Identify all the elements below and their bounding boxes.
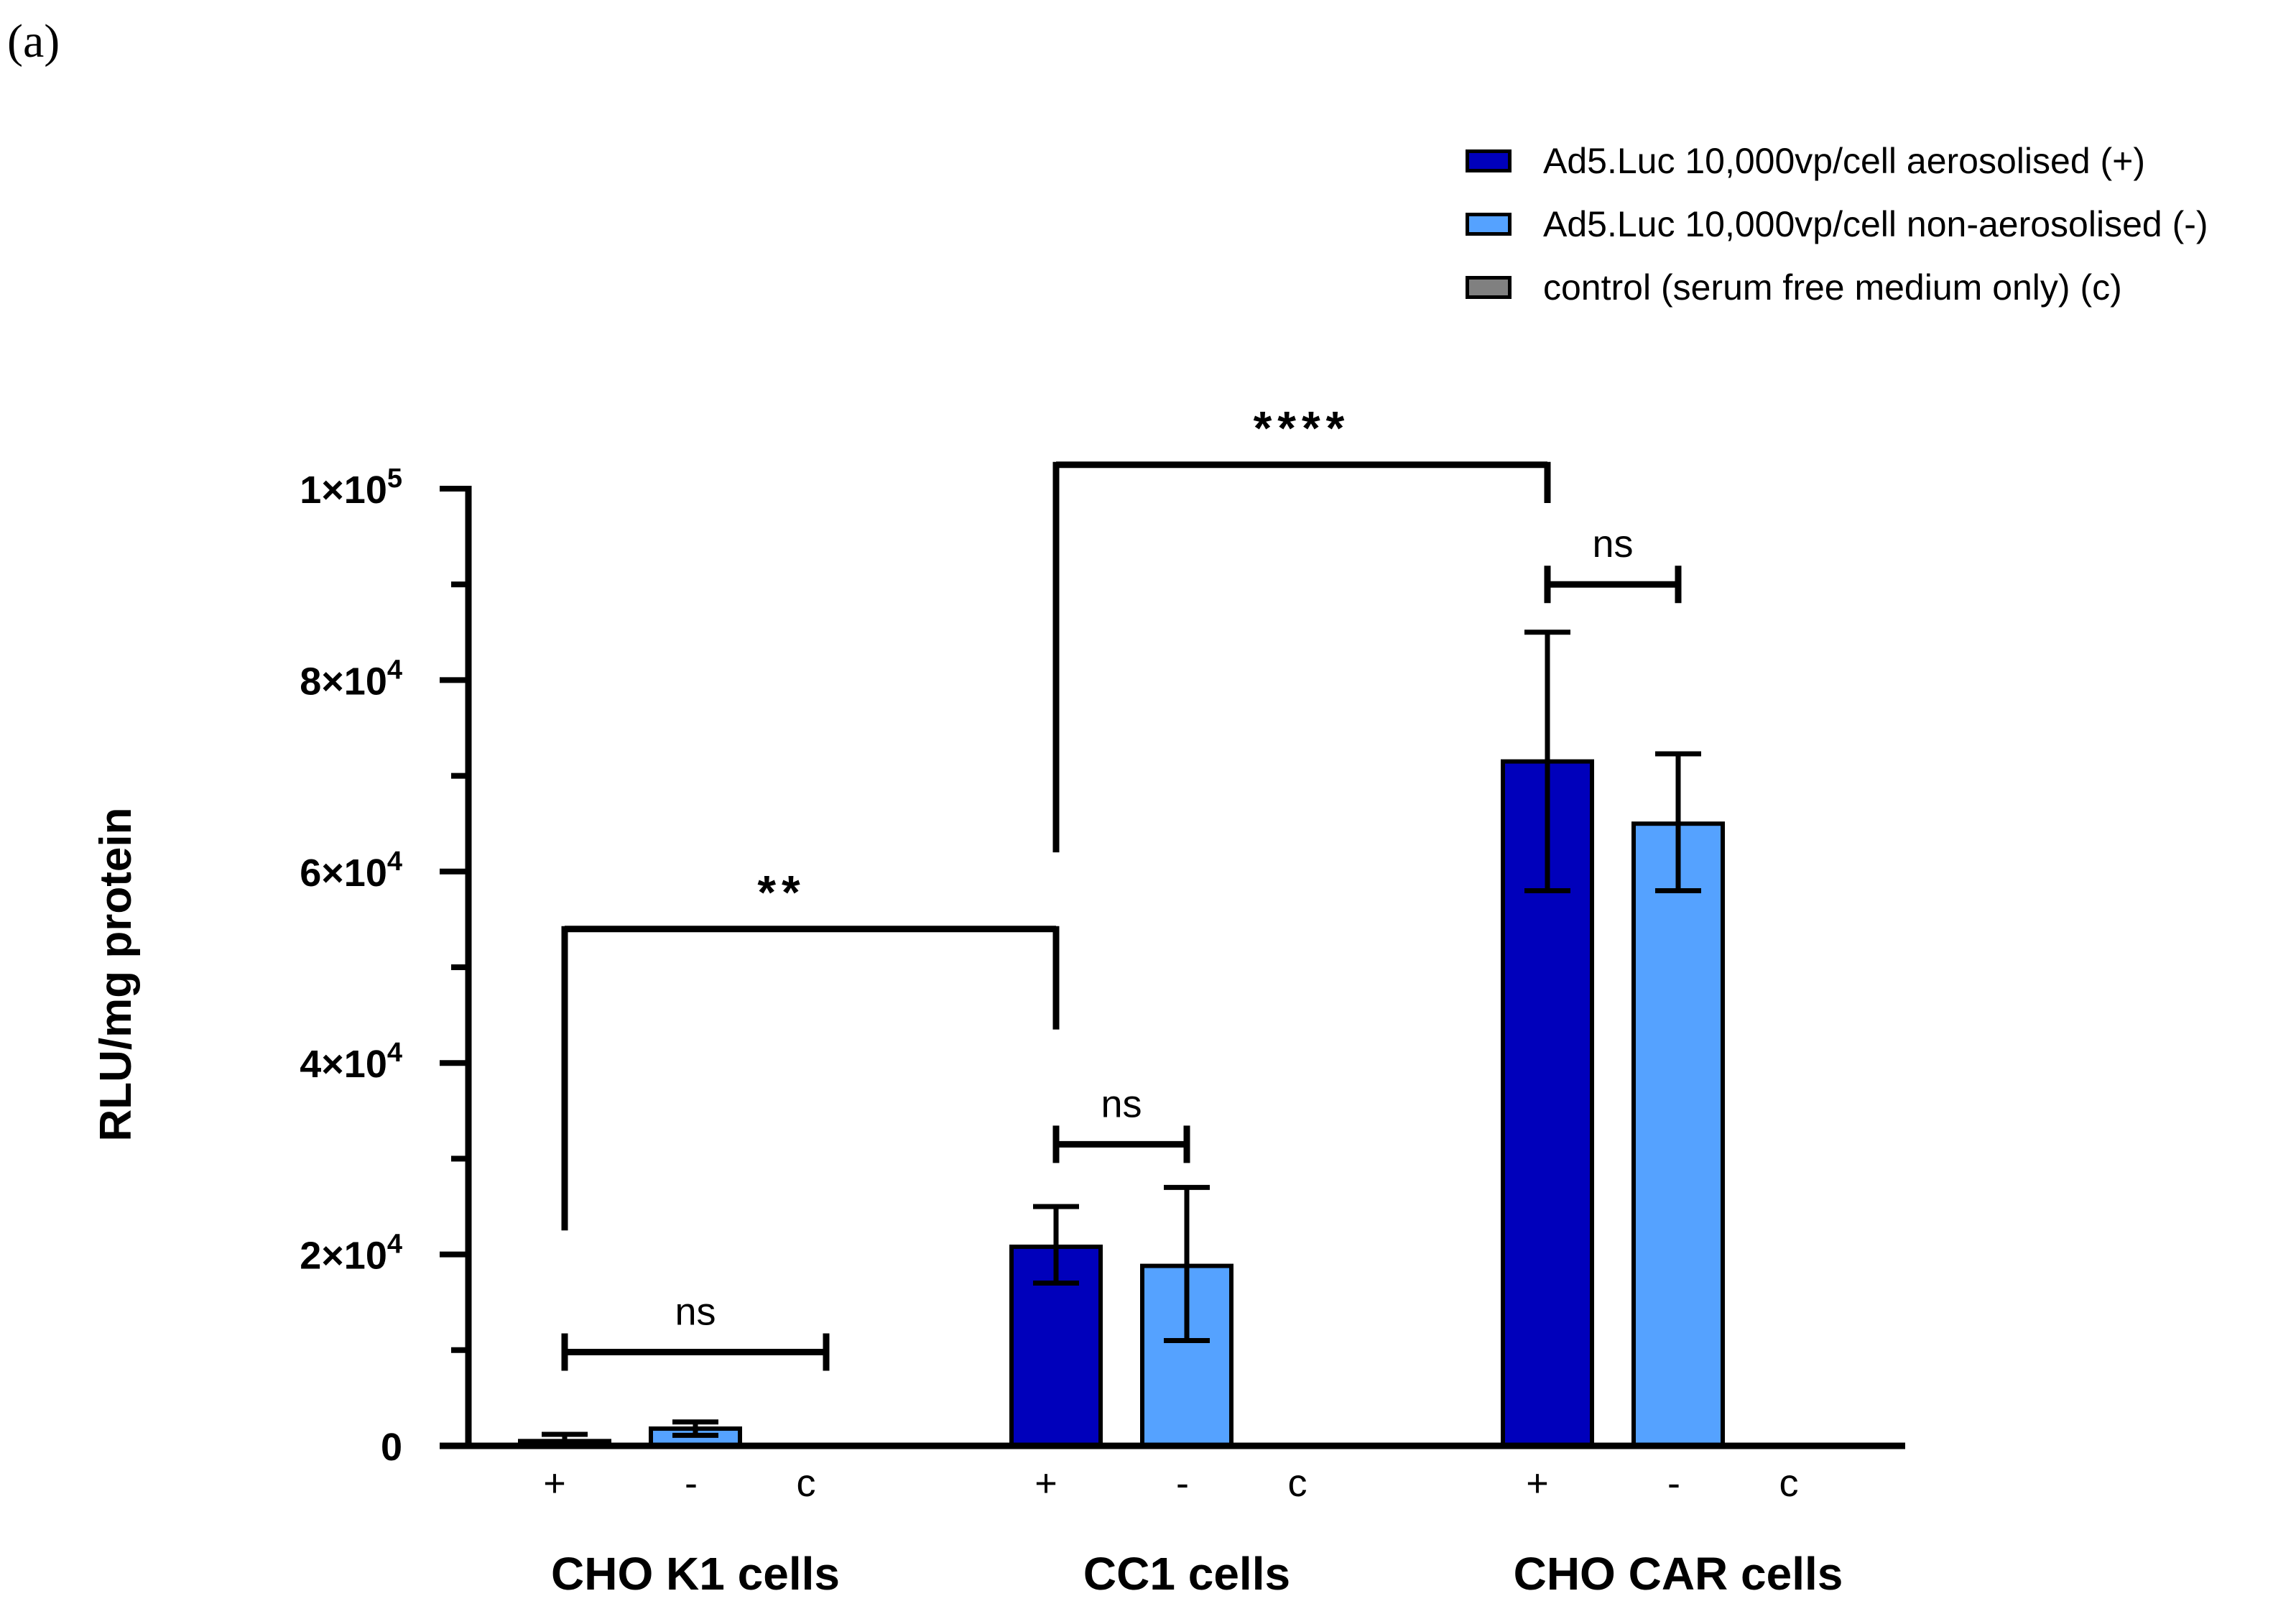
y-tick-label-3: 6×104 — [300, 847, 402, 895]
y-tick-label-5: 1×105 — [300, 464, 402, 512]
bar-label-2-2: c — [1779, 1462, 1799, 1505]
bar-label-1-1: - — [1176, 1462, 1189, 1505]
legend-swatch-aerosolised — [1466, 149, 1512, 172]
y-tick-exponent-2: 4 — [387, 1038, 402, 1068]
y-tick-mantissa-4: 8×10 — [300, 660, 387, 703]
bar-label-1-0: + — [1034, 1462, 1057, 1505]
bar-label-1-2: c — [1288, 1462, 1307, 1505]
y-tick-mantissa-5: 1×10 — [300, 469, 387, 512]
legend-label-aerosolised: Ad5.Luc 10,000vp/cell aerosolised (+) — [1543, 141, 2146, 181]
y-tick-exponent-4: 4 — [387, 655, 402, 685]
y-tick-mantissa-2: 4×10 — [300, 1043, 387, 1086]
bar-1-2 — [1631, 821, 1725, 1448]
y-tick-label-2: 4×104 — [300, 1038, 402, 1086]
bar-label-0-2: c — [797, 1462, 816, 1505]
sig-label-1: ns — [1101, 1082, 1142, 1125]
panel-label: (a) — [7, 15, 60, 68]
legend: Ad5.Luc 10,000vp/cell aerosolised (+) Ad… — [1466, 129, 2208, 319]
y-tick-label-4: 8×104 — [300, 655, 402, 703]
y-tick-exponent-5: 5 — [387, 464, 402, 494]
legend-swatch-control — [1466, 276, 1512, 299]
bar-label-2-1: - — [1667, 1462, 1680, 1505]
sig-label-0: ns — [675, 1290, 716, 1333]
y-tick-label-0: 0 — [381, 1426, 402, 1469]
y-tick-mantissa-1: 2×10 — [300, 1235, 387, 1278]
legend-item-aerosolised: Ad5.Luc 10,000vp/cell aerosolised (+) — [1466, 129, 2208, 193]
bar-label-0-1: - — [685, 1462, 698, 1505]
category-label-1: CC1 cells — [1083, 1548, 1290, 1600]
category-label-0: CHO K1 cells — [551, 1548, 840, 1600]
bar-label-0-0: + — [543, 1462, 566, 1505]
category-label-2: CHO CAR cells — [1514, 1548, 1843, 1600]
legend-label-control: control (serum free medium only) (c) — [1543, 267, 2122, 308]
legend-swatch-non-aerosolised — [1466, 213, 1512, 236]
y-tick-label-1: 2×104 — [300, 1230, 402, 1278]
legend-item-control: control (serum free medium only) (c) — [1466, 256, 2208, 319]
legend-item-non-aerosolised: Ad5.Luc 10,000vp/cell non-aerosolised (-… — [1466, 193, 2208, 256]
sig-label-3: ** — [757, 866, 805, 919]
y-tick-exponent-3: 4 — [387, 847, 402, 877]
y-tick-mantissa-3: 6×10 — [300, 852, 387, 895]
bar-label-2-0: + — [1526, 1462, 1549, 1505]
legend-label-non-aerosolised: Ad5.Luc 10,000vp/cell non-aerosolised (-… — [1543, 204, 2208, 244]
y-tick-exponent-1: 4 — [387, 1230, 402, 1260]
sig-label-2: ns — [1592, 522, 1633, 566]
sig-label-4: **** — [1254, 402, 1351, 455]
y-axis-label: RLU/mg protein — [91, 808, 141, 1142]
